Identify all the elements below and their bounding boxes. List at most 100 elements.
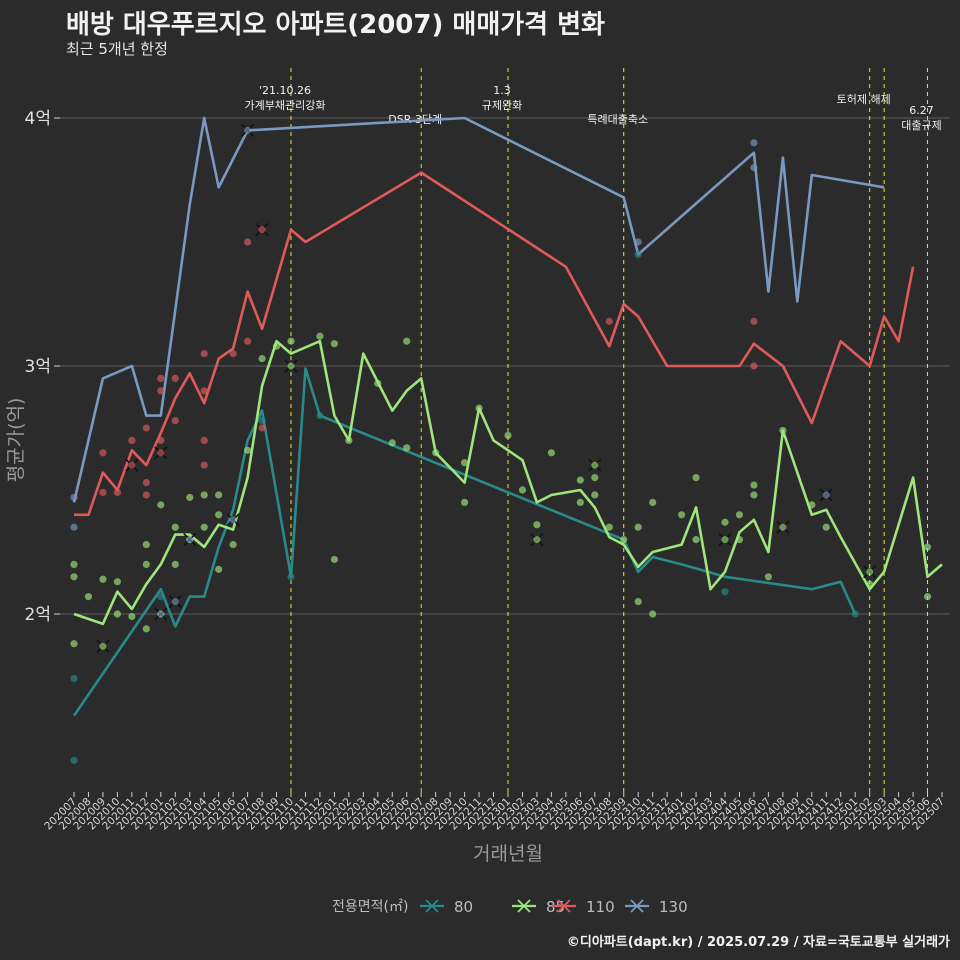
scatter-point <box>70 756 78 764</box>
scatter-point <box>547 449 556 457</box>
grid-lines <box>60 117 950 615</box>
x-marker-dot <box>591 461 599 469</box>
scatter-point <box>244 446 252 454</box>
event-label: 1.3 <box>493 84 511 97</box>
legend-item-110: 110 <box>552 898 615 916</box>
scatter-point <box>692 474 700 482</box>
y-tick-label: 3억 <box>25 357 51 377</box>
legend: 전용면적(㎡) 80 85 110 130 <box>332 898 688 916</box>
event-label: 6.27 <box>909 104 934 117</box>
x-marker <box>154 446 168 460</box>
scatter-point <box>171 416 179 425</box>
x-marker <box>718 533 732 547</box>
chart-title: 배방 대우푸르지오 아파트(2007) 매매가격 변화 <box>66 10 605 40</box>
scatter-point <box>634 250 642 258</box>
scatter-point <box>157 436 165 444</box>
scatter-point <box>70 523 78 531</box>
y-tick-label: 4억 <box>25 109 51 129</box>
scatter-point <box>923 543 932 551</box>
scatter-point <box>866 580 874 588</box>
scatter-point <box>142 424 150 432</box>
scatter-point <box>721 518 729 526</box>
scatter-point <box>504 431 512 440</box>
scatter-point <box>70 493 78 502</box>
y-tick-label: 2억 <box>25 605 51 625</box>
legend-key-x <box>425 899 439 913</box>
y-axis-title: 평균가(억) <box>5 398 27 483</box>
event-label: 대출규제 <box>901 119 941 132</box>
scatter-point <box>142 625 150 633</box>
scatter-point <box>620 536 628 544</box>
scatter-point <box>128 436 136 444</box>
x-marker <box>284 359 298 373</box>
x-marker <box>776 520 790 534</box>
scatter-point <box>432 449 440 457</box>
scatter-point <box>200 350 208 358</box>
event-label: 특례대출축소 <box>587 113 648 126</box>
scatter-point <box>200 523 208 531</box>
scatter-point <box>215 491 223 499</box>
scatter-point <box>518 486 527 494</box>
legend-item-80: 80 <box>420 898 473 916</box>
x-marker <box>183 533 197 547</box>
x-marker <box>154 607 168 621</box>
x-axis-ticks: 2020072020082020092020102020112020122021… <box>42 792 947 832</box>
x-marker <box>226 513 240 527</box>
x-marker-dot <box>287 362 295 370</box>
x-marker-dot <box>779 523 787 531</box>
scatter-point <box>70 640 78 648</box>
scatter-point <box>186 493 194 502</box>
scatter-point <box>157 593 165 601</box>
x-marker-dot <box>229 516 237 524</box>
scatter-point <box>128 612 136 621</box>
series-line-85 <box>73 339 943 626</box>
scatter-point <box>84 593 93 601</box>
scatter-point <box>99 488 107 497</box>
scatter-point <box>215 565 223 573</box>
scatter-point <box>591 491 599 499</box>
scatter-point <box>200 436 208 444</box>
scatter-point <box>649 498 657 506</box>
scatter-point <box>330 555 338 564</box>
scatter-point <box>229 540 237 549</box>
x-axis-title: 거래년월 <box>473 843 543 865</box>
x-marker <box>255 223 269 237</box>
scatter-point <box>634 598 642 606</box>
scatter-point <box>750 317 758 325</box>
x-marker-dot <box>721 536 729 544</box>
scatter-point <box>403 337 411 345</box>
legend-label: 130 <box>659 898 688 916</box>
x-marker-dot <box>186 536 194 544</box>
scatter-point <box>461 459 469 467</box>
scatter-point <box>605 317 613 325</box>
legend-key-x <box>557 899 571 913</box>
scatter-point <box>142 478 150 487</box>
scatter-point <box>750 481 758 489</box>
scatter-point <box>721 588 729 596</box>
legend-key-x <box>630 899 644 913</box>
scatter-point <box>200 387 208 395</box>
event-label: 토허제 해제 <box>837 92 891 106</box>
scatter-point <box>735 511 744 519</box>
scatter-point <box>287 573 295 581</box>
x-marker <box>96 639 110 653</box>
legend-label: 110 <box>586 898 615 916</box>
x-marker <box>588 458 602 472</box>
scatter-point <box>171 374 179 382</box>
x-marker <box>863 565 877 579</box>
scatter-point <box>576 476 584 484</box>
x-marker-dot <box>533 536 541 544</box>
scatter-point <box>388 439 396 447</box>
scatter-point <box>142 491 150 499</box>
scatter-point <box>200 461 208 469</box>
legend-label: 80 <box>454 898 473 916</box>
scatter-point <box>678 511 686 519</box>
scatter-point <box>142 560 150 569</box>
scatter-point <box>113 610 121 618</box>
scatter-point <box>591 474 599 482</box>
scatter-point <box>692 536 700 544</box>
series-line-130 <box>72 116 885 503</box>
scatter-point <box>605 523 613 531</box>
scatter-point <box>70 560 78 569</box>
x-marker-dot <box>244 126 252 134</box>
